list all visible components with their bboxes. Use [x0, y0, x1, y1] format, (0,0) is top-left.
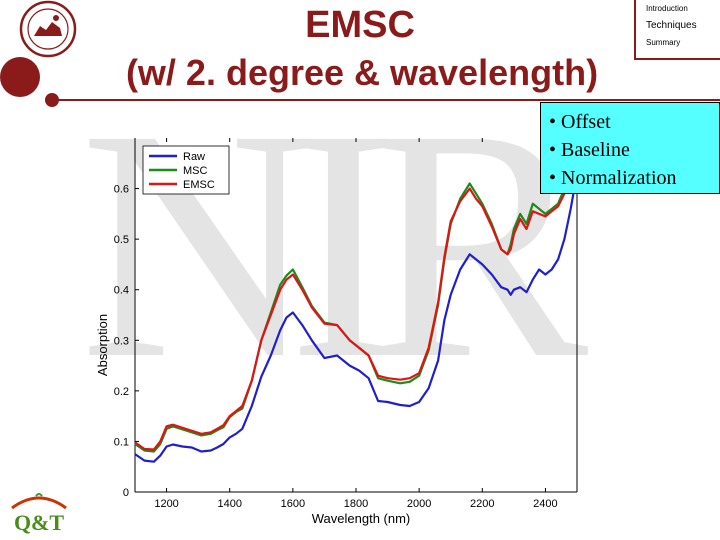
legend-label-emsc: EMSC	[183, 179, 215, 191]
absorption-chart: 1200 1400 1600 1800 2000 2200 2400 0 0.1 0.2 0.3 0.…	[95, 137, 579, 526]
bullet-baseline: • Baseline	[549, 139, 630, 161]
y-tick-label: 0.1	[114, 436, 129, 448]
watermark-text: NIR	[80, 62, 588, 427]
nav-item-introduction[interactable]: Introduction	[646, 4, 688, 13]
nav-item-summary[interactable]: Summary	[646, 38, 681, 47]
bullet-offset: • Offset	[549, 111, 611, 133]
legend-label-raw: Raw	[183, 151, 205, 163]
slide-title-line2: (w/ 2. degree & wavelength)	[125, 52, 599, 93]
series-line-raw	[134, 173, 579, 463]
qt-logo-text: Q&T	[14, 510, 64, 535]
y-axis-label: Absorption	[95, 314, 110, 376]
y-tick-label: 0.6	[114, 184, 129, 196]
x-tick-label: 2400	[533, 498, 557, 510]
legend-label-msc: MSC	[183, 165, 208, 177]
title-divider	[48, 99, 720, 101]
y-tick-label: 0.5	[114, 234, 129, 246]
x-tick-label: 1600	[281, 498, 305, 510]
university-seal-logo	[19, 0, 77, 58]
x-tick-label: 2000	[407, 498, 431, 510]
y-tick-label: 0.2	[114, 386, 129, 398]
bullet-box: • Offset • Baseline • Normalization	[540, 102, 720, 194]
x-axis-label: Wavelength (nm)	[312, 511, 411, 526]
x-tick-label: 1800	[344, 498, 368, 510]
x-tick-label: 1400	[217, 498, 241, 510]
y-tick-label: 0.4	[114, 285, 129, 297]
x-tick-label: 2200	[470, 498, 494, 510]
bullet-normalization: • Normalization	[549, 167, 677, 189]
slide-title-line1: EMSC	[305, 4, 415, 46]
y-tick-label: 0.3	[114, 335, 129, 347]
series-line-emsc	[134, 142, 579, 451]
section-nav: Introduction Techniques Summary	[634, 0, 720, 60]
y-tick-label: 0	[123, 487, 129, 499]
nav-item-techniques[interactable]: Techniques	[646, 20, 697, 31]
decorative-dot-large	[0, 57, 40, 97]
x-tick-label: 1200	[154, 498, 178, 510]
qt-logo: Q&T	[2, 490, 76, 538]
